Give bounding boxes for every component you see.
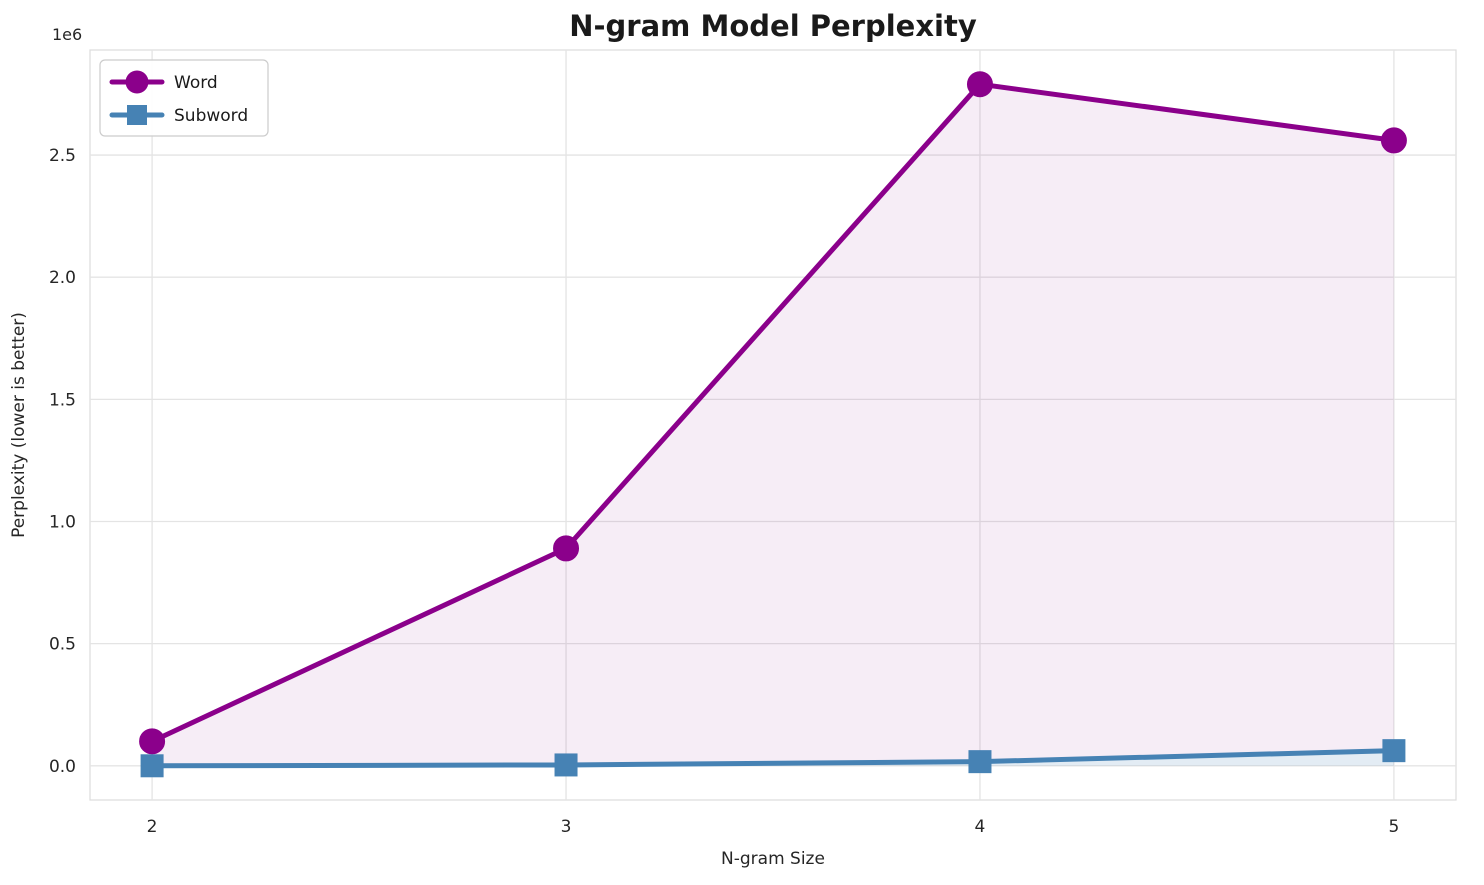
x-tick-label: 2 [147, 817, 158, 837]
word-marker [966, 71, 993, 98]
word-marker [553, 535, 580, 562]
subword-line [149, 748, 1397, 769]
chart-plot-area: 2 3 4 5 0.0 0.5 1.0 1.5 2.0 2.5 Word Subword [49, 49, 1457, 837]
legend: Word Subword [99, 59, 269, 137]
x-tick-label: 5 [1388, 817, 1399, 837]
word-marker [139, 728, 166, 755]
y-axis-offset-text: 1e6 [52, 25, 82, 44]
legend-label: Word [174, 73, 218, 93]
series-fill-word [152, 84, 1394, 766]
y-tick-label: 0.0 [49, 757, 76, 777]
plot-background [89, 49, 1457, 801]
chart-title: N-gram Model Perplexity [569, 9, 977, 43]
y-tick-label: 0.5 [49, 635, 76, 655]
legend-item: Subword [109, 105, 248, 126]
word-line [149, 81, 1397, 744]
legend-circle-marker [125, 70, 149, 94]
y-tick-label: 1.0 [49, 512, 76, 532]
legend-square-marker [127, 105, 147, 125]
y-tick-label: 2.5 [49, 146, 76, 166]
y-tick-label: 1.5 [49, 390, 76, 410]
y-axis-label: Perplexity (lower is better) [9, 312, 29, 538]
series-fill-subword [152, 750, 1394, 766]
legend-label: Subword [174, 106, 248, 126]
subword-marker [968, 750, 992, 774]
word-marker [1380, 127, 1407, 154]
subword-marker [1382, 739, 1406, 763]
y-tick-label: 2.0 [49, 268, 76, 288]
x-tick-label: 3 [561, 817, 572, 837]
subword-marker [554, 753, 578, 777]
legend-item: Word [109, 70, 218, 94]
subword-marker [140, 754, 164, 778]
x-tick-label: 4 [975, 817, 986, 837]
x-axis-label: N-gram Size [721, 849, 825, 869]
